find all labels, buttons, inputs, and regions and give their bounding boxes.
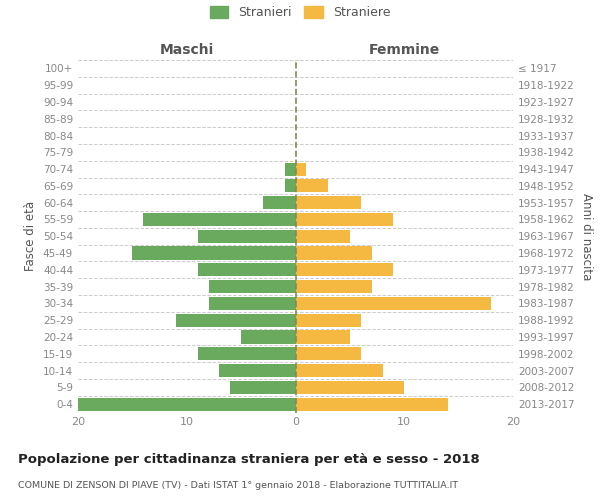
Text: Femmine: Femmine xyxy=(368,44,440,58)
Bar xyxy=(209,297,296,310)
Bar xyxy=(296,264,394,276)
Bar xyxy=(197,347,296,360)
Bar xyxy=(284,162,296,175)
Bar xyxy=(230,381,296,394)
Bar xyxy=(263,196,296,209)
Bar xyxy=(296,330,350,344)
Text: Popolazione per cittadinanza straniera per età e sesso - 2018: Popolazione per cittadinanza straniera p… xyxy=(18,452,480,466)
Legend: Stranieri, Straniere: Stranieri, Straniere xyxy=(209,6,391,19)
Bar xyxy=(284,180,296,192)
Bar xyxy=(296,180,328,192)
Bar xyxy=(143,213,296,226)
Bar xyxy=(296,297,491,310)
Bar xyxy=(296,398,448,410)
Bar xyxy=(296,314,361,326)
Y-axis label: Fasce di età: Fasce di età xyxy=(25,201,37,272)
Bar xyxy=(296,230,350,243)
Bar xyxy=(296,381,404,394)
Y-axis label: Anni di nascita: Anni di nascita xyxy=(580,192,593,280)
Bar xyxy=(220,364,296,377)
Bar xyxy=(241,330,296,344)
Bar xyxy=(296,280,371,293)
Bar xyxy=(133,246,296,260)
Bar xyxy=(296,213,394,226)
Bar xyxy=(197,264,296,276)
Bar xyxy=(197,230,296,243)
Text: Maschi: Maschi xyxy=(160,44,214,58)
Text: COMUNE DI ZENSON DI PIAVE (TV) - Dati ISTAT 1° gennaio 2018 - Elaborazione TUTTI: COMUNE DI ZENSON DI PIAVE (TV) - Dati IS… xyxy=(18,481,458,490)
Bar xyxy=(296,196,361,209)
Bar xyxy=(209,280,296,293)
Bar xyxy=(296,162,307,175)
Bar xyxy=(78,398,296,410)
Bar xyxy=(296,364,383,377)
Bar xyxy=(296,347,361,360)
Bar xyxy=(176,314,296,326)
Bar xyxy=(296,246,371,260)
